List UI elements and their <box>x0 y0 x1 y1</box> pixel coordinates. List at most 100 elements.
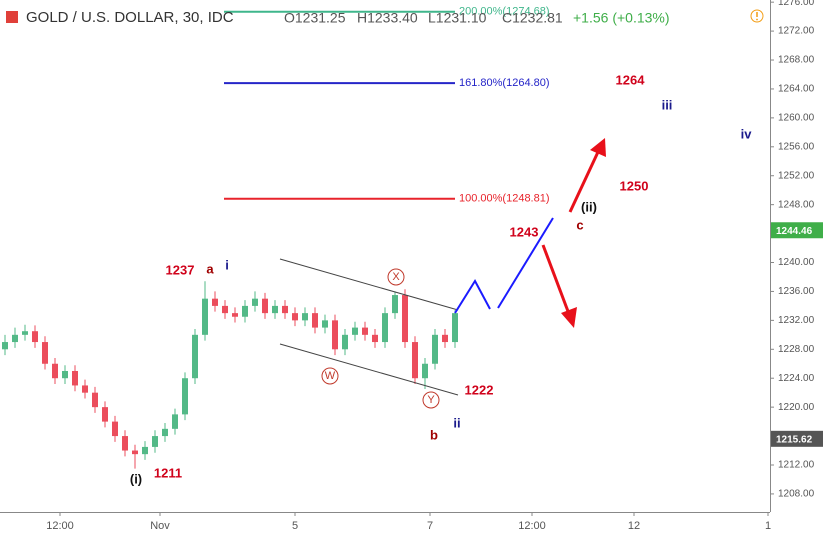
price-tag-label: 1215.62 <box>776 434 813 445</box>
candle-body <box>212 298 218 306</box>
candle-body <box>312 313 318 328</box>
quote-open: O1231.25 <box>284 10 346 26</box>
candle-body <box>32 331 38 343</box>
y-tick-label: 1248.00 <box>778 199 815 210</box>
candle-body <box>222 305 228 314</box>
candle-body <box>402 295 408 343</box>
candle-body <box>142 446 148 455</box>
projection-line <box>497 217 554 309</box>
wave-label: 1243 <box>510 224 539 239</box>
candle-body <box>252 298 258 306</box>
x-tick-label: 12:00 <box>518 520 546 532</box>
alert-icon <box>750 9 764 23</box>
candle-body <box>372 334 378 343</box>
wave-label: W <box>325 370 336 382</box>
candle-body <box>12 334 18 343</box>
x-tick-label: 7 <box>427 520 433 532</box>
wave-label: c <box>576 217 583 232</box>
x-tick-label: Nov <box>150 520 170 532</box>
candle-body <box>52 363 58 379</box>
wave-label: iii <box>662 97 673 112</box>
candle-body <box>182 378 188 415</box>
wave-label: 1264 <box>616 72 646 87</box>
candle-body <box>62 370 68 379</box>
arrow-head <box>590 138 606 157</box>
wave-label: (ii) <box>581 199 597 214</box>
candle-body <box>202 298 208 335</box>
arrow-head <box>561 307 577 328</box>
candle-body <box>342 334 348 350</box>
wave-label: iv <box>741 126 753 141</box>
candle-body <box>102 407 108 422</box>
candle-body <box>82 385 88 393</box>
y-tick-label: 1252.00 <box>778 170 815 181</box>
x-tick-label: 12:00 <box>46 520 74 532</box>
candle-body <box>362 327 368 335</box>
wave-label: 1237 <box>166 262 195 277</box>
candle-body <box>122 436 128 451</box>
candle-body <box>282 305 288 314</box>
wave-label: 1250 <box>620 178 649 193</box>
wave-label: Y <box>427 394 435 406</box>
candle-body <box>332 320 338 350</box>
candle-body <box>322 320 328 328</box>
wave-label: 1222 <box>465 382 494 397</box>
y-tick-label: 1256.00 <box>778 141 815 152</box>
candle-body <box>42 342 48 364</box>
channel-line <box>279 258 459 311</box>
candle-body <box>262 298 268 314</box>
price-tag <box>771 430 823 447</box>
wave-label: i <box>225 257 229 272</box>
candle-body <box>422 363 428 379</box>
plot: 200.00%(1274.68) 161.80%(1264.80) 100.00%(… <box>2 6 550 469</box>
y-tick-label: 1224.00 <box>778 373 815 384</box>
fib-label: 161.80%(1264.80) <box>459 77 550 89</box>
candle-body <box>292 313 298 321</box>
y-tick-label: 1264.00 <box>778 84 815 95</box>
y-tick-label: 1236.00 <box>778 286 815 297</box>
y-tick-label: 1220.00 <box>778 402 815 413</box>
candle-body <box>112 421 118 437</box>
quote-close: C1232.81 <box>502 10 563 26</box>
price-tag <box>771 222 823 239</box>
y-tick-label: 1268.00 <box>778 55 815 66</box>
arrow <box>568 151 600 213</box>
quote-low: L1231.10 <box>428 10 487 26</box>
x-tick-label: 12 <box>628 520 640 532</box>
wave-label: a <box>206 261 214 276</box>
candle-body <box>132 450 138 455</box>
alert-icon <box>756 18 758 21</box>
channel-line <box>279 343 459 396</box>
candle-body <box>242 305 248 317</box>
y-tick-label: 1212.00 <box>778 460 815 471</box>
projection-line <box>454 279 491 314</box>
y-tick-label: 1228.00 <box>778 344 815 355</box>
wave-label: 1211 <box>154 465 182 480</box>
candle-body <box>92 392 98 408</box>
x-tick-label: 5 <box>292 520 298 532</box>
y-tick-label: 1232.00 <box>778 315 815 326</box>
wave-circle <box>321 367 339 385</box>
candle-body <box>192 334 198 379</box>
candle-body <box>432 334 438 364</box>
chart-title: GOLD / U.S. DOLLAR, 30, IDC <box>26 9 234 26</box>
quote-change: +1.56 (+0.13%) <box>573 10 670 26</box>
wave-label: ii <box>453 415 460 430</box>
wave-label: b <box>430 427 438 442</box>
y-tick-label: 1240.00 <box>778 257 815 268</box>
y-tick-label: 1260.00 <box>778 113 815 124</box>
candle-body <box>272 305 278 314</box>
candle-body <box>302 313 308 321</box>
candle-body <box>2 342 8 350</box>
candle-body <box>152 436 158 447</box>
candle-body <box>412 342 418 379</box>
candle-body <box>392 295 398 314</box>
candle-body <box>22 331 28 335</box>
symbol-icon <box>6 11 18 23</box>
wave-label: X <box>392 271 400 283</box>
wave-label: (i) <box>130 471 142 486</box>
price-tag-label: 1244.46 <box>776 226 813 237</box>
candle-body <box>72 370 78 386</box>
